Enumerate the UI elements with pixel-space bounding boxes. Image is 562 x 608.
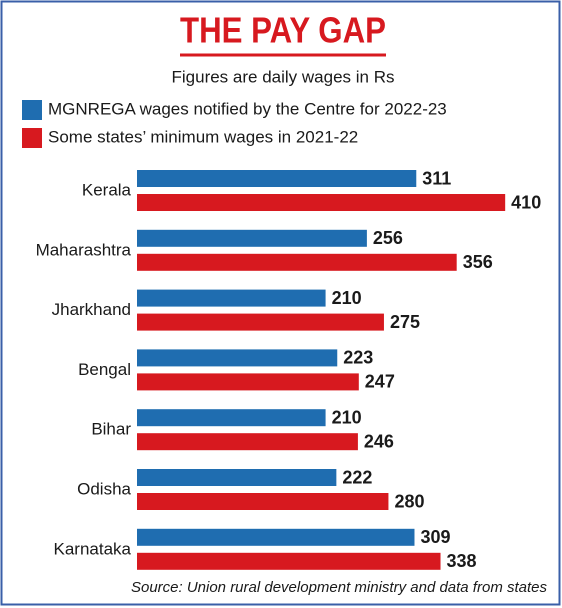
value-label: 223	[343, 348, 373, 368]
category-label: Maharashtra	[36, 240, 132, 259]
bar	[137, 409, 326, 427]
value-label: 280	[394, 491, 424, 511]
category-label: Odisha	[77, 479, 131, 498]
category-label: Jharkhand	[52, 300, 131, 319]
bar	[137, 253, 457, 271]
legend-label: Some states’ minimum wages in 2021-22	[48, 127, 358, 146]
value-label: 256	[373, 228, 403, 248]
legend-label: MGNREGA wages notified by the Centre for…	[48, 99, 447, 118]
category-label: Karnataka	[54, 539, 132, 558]
bar	[137, 552, 441, 570]
value-label: 309	[420, 527, 450, 547]
value-label: 210	[332, 407, 362, 427]
value-label: 246	[364, 431, 394, 451]
bar	[137, 469, 337, 486]
legend-swatch	[22, 100, 42, 120]
bar	[137, 373, 359, 391]
bar	[137, 493, 389, 510]
bar	[137, 349, 338, 367]
bar	[137, 194, 506, 211]
value-label: 210	[332, 288, 362, 308]
value-label: 222	[342, 467, 372, 487]
bar	[137, 289, 326, 307]
bar	[137, 433, 358, 451]
category-label: Bihar	[91, 420, 131, 439]
source: Source: Union rural development ministry…	[131, 579, 548, 596]
chart-subtitle: Figures are daily wages in Rs	[172, 67, 395, 86]
value-label: 356	[463, 252, 493, 272]
bar	[137, 229, 367, 247]
bar	[137, 313, 384, 331]
value-label: 247	[365, 372, 395, 392]
value-label: 275	[390, 312, 420, 332]
category-label: Bengal	[78, 360, 131, 379]
bar	[137, 170, 417, 187]
value-label: 410	[511, 192, 541, 212]
value-label: 338	[447, 551, 477, 571]
category-label: Kerala	[82, 180, 132, 199]
legend-swatch	[22, 128, 42, 148]
value-label: 311	[422, 168, 451, 188]
chart-title: THE PAY GAP	[180, 10, 386, 51]
bar	[137, 528, 415, 546]
